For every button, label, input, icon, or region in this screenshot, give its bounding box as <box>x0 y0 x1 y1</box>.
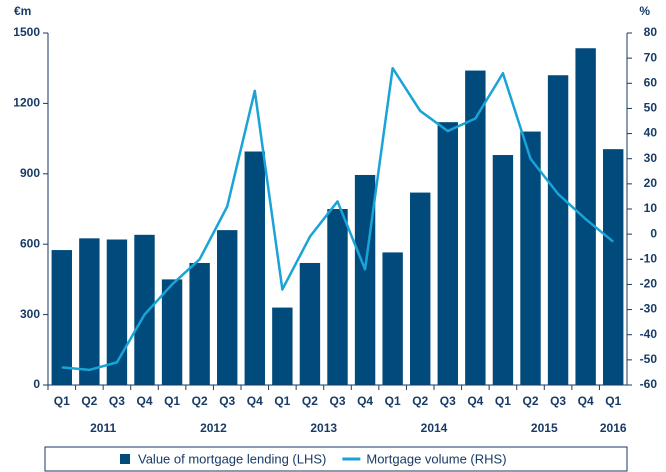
bar <box>382 252 403 385</box>
bar <box>603 149 624 385</box>
x-group-label: 2014 <box>421 421 448 435</box>
bar <box>575 48 596 386</box>
x-tick-label: Q1 <box>274 394 290 408</box>
x-group-label: 2013 <box>310 421 337 435</box>
x-group-label: 2011 <box>90 421 116 435</box>
bar <box>547 75 569 386</box>
x-tick-label: Q2 <box>302 394 318 408</box>
x-tick-label: Q1 <box>164 394 180 408</box>
y2-tick-label: 30 <box>644 151 658 165</box>
line <box>61 66 615 372</box>
legend-label: Mortgage volume (RHS) <box>366 451 506 466</box>
x-tick-label: Q2 <box>81 394 97 408</box>
bar <box>189 262 210 385</box>
x-group-label: 2016 <box>600 421 627 435</box>
bar <box>354 174 376 385</box>
y-tick-label: 0 <box>33 377 40 391</box>
y-tick-label: 1200 <box>13 96 40 110</box>
x-tick-label: Q4 <box>247 394 263 408</box>
y2-tick-label: -20 <box>640 277 658 291</box>
x-tick-label: Q2 <box>192 394 208 408</box>
y2-tick-label: 50 <box>644 101 658 115</box>
bar <box>465 70 486 386</box>
y2-tick-label: -50 <box>640 352 658 366</box>
x-tick-label: Q1 <box>385 394 401 408</box>
y2-tick-label: 40 <box>644 126 658 140</box>
bar <box>437 122 458 385</box>
x-tick-label: Q4 <box>578 394 594 408</box>
bar <box>79 238 100 385</box>
y-axis-label: €m <box>14 4 31 18</box>
x-group-label: 2015 <box>531 421 558 435</box>
x-tick-label: Q1 <box>495 394 511 408</box>
y-tick-label: 600 <box>20 236 40 250</box>
y2-axis-label: % <box>639 4 650 18</box>
bar <box>51 250 72 385</box>
x-tick-label: Q3 <box>329 394 345 408</box>
bar <box>161 279 183 385</box>
bar <box>327 209 348 385</box>
y2-tick-label: -40 <box>640 327 658 341</box>
legend-label: Value of mortgage lending (LHS) <box>138 451 326 466</box>
bar <box>410 192 431 385</box>
y-tick-label: 900 <box>20 166 40 180</box>
bar <box>217 230 238 385</box>
x-tick-label: Q2 <box>522 394 538 408</box>
x-tick-label: Q1 <box>605 394 621 408</box>
legend-swatch <box>120 454 130 464</box>
x-tick-label: Q1 <box>54 394 70 408</box>
x-tick-label: Q3 <box>109 394 125 408</box>
y2-tick-label: -10 <box>640 251 658 265</box>
bar <box>106 239 128 385</box>
y2-tick-label: 70 <box>644 50 658 64</box>
y2-tick-label: 0 <box>650 226 657 240</box>
bar <box>134 234 155 385</box>
x-group-label: 2012 <box>200 421 227 435</box>
bar <box>299 262 321 385</box>
x-tick-label: Q3 <box>550 394 566 408</box>
x-tick-label: Q3 <box>219 394 235 408</box>
x-tick-label: Q4 <box>357 394 373 408</box>
x-tick-label: Q4 <box>467 394 483 408</box>
y2-tick-label: -60 <box>640 377 658 391</box>
y-tick-label: 1500 <box>13 25 40 39</box>
y2-tick-label: 10 <box>644 201 658 215</box>
y2-tick-label: 60 <box>644 75 658 89</box>
x-tick-label: Q2 <box>412 394 428 408</box>
bar <box>244 151 265 385</box>
bar <box>272 307 293 385</box>
y2-tick-label: 80 <box>644 25 658 39</box>
bar <box>520 131 541 385</box>
bar <box>492 155 514 385</box>
y-tick-label: 300 <box>20 307 40 321</box>
x-tick-label: Q4 <box>136 394 152 408</box>
legend-box <box>44 446 628 472</box>
y2-tick-label: 20 <box>644 176 658 190</box>
y2-tick-label: -30 <box>640 302 658 316</box>
x-tick-label: Q3 <box>440 394 456 408</box>
